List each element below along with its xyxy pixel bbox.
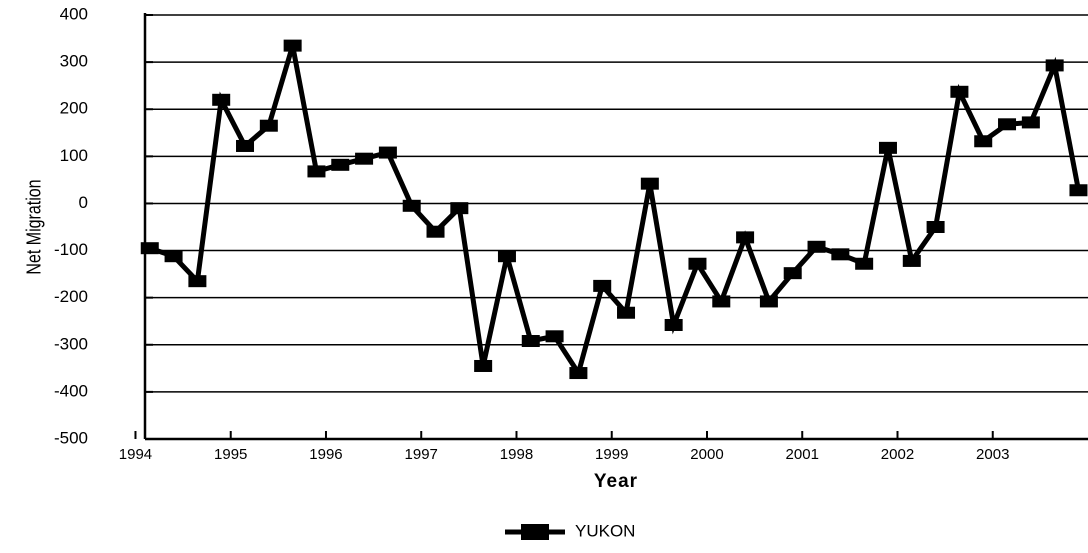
x-tick-label: 2003: [976, 446, 1009, 463]
y-tick-label: 200: [60, 99, 88, 118]
marker: [617, 306, 636, 319]
marker: [688, 257, 707, 270]
y-axis-title: Net Migration: [23, 179, 45, 274]
marker: [593, 279, 612, 292]
marker: [664, 318, 683, 331]
marker: [878, 141, 897, 154]
marker: [497, 250, 516, 263]
marker: [355, 152, 374, 165]
y-tick-label: -500: [54, 428, 88, 447]
y-tick-label: -300: [54, 334, 88, 353]
x-tick-label: 1999: [595, 446, 628, 463]
marker: [831, 248, 850, 261]
marker: [212, 93, 231, 106]
marker: [164, 250, 183, 263]
marker: [474, 359, 493, 372]
marker: [521, 335, 540, 348]
marker: [926, 221, 945, 233]
marker: [402, 199, 421, 212]
marker: [950, 85, 969, 98]
x-axis-title: Year: [594, 471, 638, 492]
marker: [140, 242, 159, 255]
marker: [283, 39, 302, 52]
x-tick-label: 1998: [500, 446, 533, 463]
marker: [307, 165, 326, 178]
y-tick-label: 0: [79, 193, 88, 212]
marker: [759, 295, 778, 308]
marker: [783, 267, 802, 280]
legend-marker: [521, 524, 549, 540]
y-tick-label: -200: [54, 287, 88, 306]
marker: [188, 275, 207, 288]
x-tick-label: 1996: [309, 446, 342, 463]
marker: [259, 119, 278, 132]
marker: [1021, 116, 1040, 129]
marker: [807, 240, 826, 253]
x-tick-label: 2001: [786, 446, 819, 463]
marker: [998, 118, 1017, 131]
marker: [640, 177, 659, 190]
x-tick-label: 2000: [690, 446, 723, 463]
marker: [236, 139, 255, 152]
series-line: [148, 44, 1081, 380]
marker: [1069, 184, 1088, 197]
y-tick-label: 300: [60, 52, 88, 71]
y-tick-label: -400: [54, 381, 88, 400]
marker: [331, 158, 350, 171]
marker: [855, 257, 874, 270]
x-tick-label: 1997: [405, 446, 438, 463]
x-tick-label: 2002: [881, 446, 914, 463]
x-tick-label: 1994: [119, 446, 152, 463]
marker: [378, 146, 397, 159]
marker: [426, 225, 445, 238]
marker: [974, 135, 993, 148]
legend-label: YUKON: [575, 521, 635, 540]
marker: [736, 231, 755, 244]
x-tick-label: 1995: [214, 446, 247, 463]
y-tick-label: 400: [60, 4, 88, 23]
marker: [712, 295, 731, 308]
marker: [569, 367, 588, 380]
y-tick-label: 100: [60, 146, 88, 165]
marker: [902, 254, 921, 267]
marker: [450, 202, 469, 215]
marker: [545, 330, 564, 343]
marker: [1045, 59, 1064, 72]
y-tick-label: -100: [54, 240, 88, 259]
